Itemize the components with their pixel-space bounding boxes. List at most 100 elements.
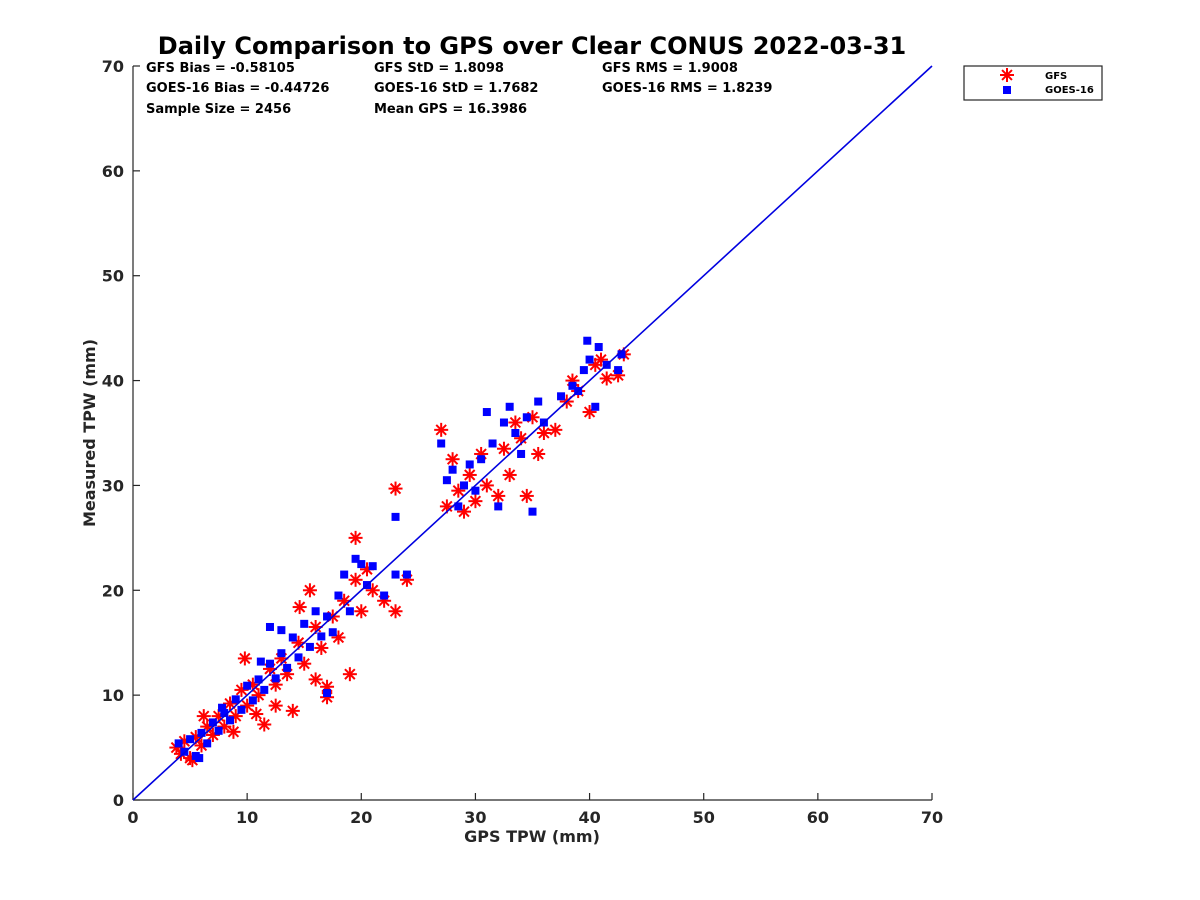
ticks: 0 10 20 30 40 50 60 70 0 10 20 30 40 50 60 70 (102, 57, 943, 827)
stat-mean-gps: Mean GPS = 16.3986 (374, 102, 527, 117)
goes16-point (454, 502, 463, 511)
goes16-point (437, 439, 446, 448)
stats-block: GFS Bias = -0.58105 GOES-16 Bias = -0.44… (146, 61, 772, 117)
goes16-point (391, 570, 400, 579)
goes16-point (277, 626, 286, 635)
gfs-point (519, 488, 534, 503)
goes16-point (442, 476, 451, 485)
goes16-point (186, 735, 195, 744)
goes16-point (391, 512, 400, 521)
x-tick-label: 20 (350, 808, 372, 827)
goes16-point (499, 418, 508, 427)
gfs-point (257, 717, 272, 732)
goes16-point (256, 657, 265, 666)
goes16-point (534, 397, 543, 406)
goes16-point (226, 716, 235, 725)
gfs-point (196, 709, 211, 724)
goes16-point (317, 632, 326, 641)
gfs-point (479, 478, 494, 493)
gfs-point (445, 452, 460, 467)
goes16-point (617, 350, 626, 359)
gfs-point (548, 422, 563, 437)
gfs-point (302, 583, 317, 598)
legend-goes16-marker (1003, 86, 1011, 94)
gfs-point (388, 604, 403, 619)
goes16-point (328, 628, 337, 637)
y-tick-label: 40 (102, 372, 124, 391)
gfs-point (237, 651, 252, 666)
goes16-point (218, 703, 227, 712)
gfs-point (292, 600, 307, 615)
stat-sample-size: Sample Size = 2456 (146, 102, 291, 117)
y-tick-label: 50 (102, 267, 124, 286)
goes16-point (231, 695, 240, 704)
legend-box (963, 65, 1103, 101)
y-tick-label: 20 (102, 581, 124, 600)
goes16-point (288, 633, 297, 642)
chart-title: Daily Comparison to GPS over Clear CONUS… (158, 32, 906, 60)
gfs-point (508, 415, 523, 430)
gfs-point (599, 371, 614, 386)
stat-gfs-rms: GFS RMS = 1.9008 (602, 61, 738, 76)
goes16-point (334, 591, 343, 600)
y-tick-label: 0 (113, 791, 124, 810)
gfs-point (348, 530, 363, 545)
goes16-point (488, 439, 497, 448)
goes16-point (208, 718, 217, 727)
x-tick-label: 0 (127, 808, 138, 827)
x-tick-label: 30 (464, 808, 486, 827)
stat-gfs-std: GFS StD = 1.8098 (374, 61, 504, 76)
gfs-point (314, 640, 329, 655)
goes16-point (214, 726, 223, 735)
legend-gfs-star (1000, 68, 1014, 82)
goes16-point (471, 486, 480, 495)
goes16-point (203, 739, 212, 748)
goes16-point (243, 681, 252, 690)
gfs-point (342, 667, 357, 682)
x-tick-label: 60 (807, 808, 829, 827)
goes16-point (585, 355, 594, 364)
gfs-point (462, 467, 477, 482)
y-tick-label: 60 (102, 162, 124, 181)
goes16-point (482, 408, 491, 417)
gfs-point (354, 604, 369, 619)
goes16-point (380, 591, 389, 600)
goes16-point (195, 754, 204, 763)
gfs-point (468, 494, 483, 509)
goes16-point (174, 739, 183, 748)
goes16-point (517, 449, 526, 458)
goes16-point (505, 402, 514, 411)
one-to-one-line (132, 65, 933, 801)
goes16-point (448, 465, 457, 474)
gfs-point (536, 426, 551, 440)
gfs-point (226, 724, 241, 739)
axes (132, 66, 932, 801)
goes16-point (568, 381, 577, 390)
goes16-point (294, 653, 303, 662)
goes16-point (591, 402, 600, 411)
goes16-point (197, 728, 206, 737)
y-axis-label: Measured TPW (mm) (80, 339, 99, 527)
x-tick-label: 40 (578, 808, 600, 827)
goes16-point (368, 562, 377, 571)
y-tick-label: 30 (102, 476, 124, 495)
x-tick-label: 70 (921, 808, 943, 827)
goes16-point (283, 663, 292, 672)
goes16-point (528, 507, 537, 516)
goes16-point (614, 366, 623, 375)
goes16-point (323, 689, 332, 698)
goes16-point (340, 570, 349, 579)
goes16-point (357, 560, 366, 569)
goes16-point (300, 619, 309, 628)
gfs-point (531, 446, 546, 461)
stat-gfs-bias: GFS Bias = -0.58105 (146, 61, 295, 76)
stat-goes-bias: GOES-16 Bias = -0.44726 (146, 81, 329, 96)
goes16-point (311, 607, 320, 616)
gfs-point (285, 703, 300, 718)
stat-goes-std: GOES-16 StD = 1.7682 (374, 81, 538, 96)
stat-goes-rms: GOES-16 RMS = 1.8239 (602, 81, 772, 96)
gfs-point (268, 698, 283, 713)
goes16-point (522, 413, 531, 422)
